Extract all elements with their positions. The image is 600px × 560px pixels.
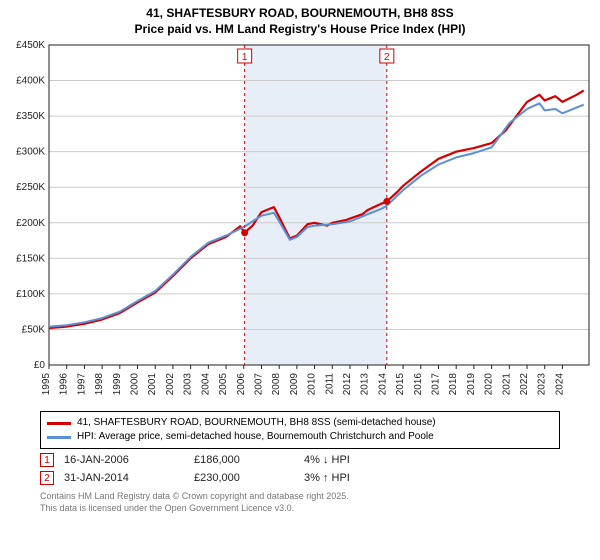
- chart-area: £0 £50K £100K £150K £200K £250K £300K £350K £400…: [5, 37, 595, 407]
- svg-text:2015: 2015: [395, 373, 406, 396]
- svg-text:2013: 2013: [360, 373, 371, 396]
- sale-badge: 1: [40, 453, 54, 467]
- svg-text:2007: 2007: [253, 373, 264, 396]
- footer-line-1: Contains HM Land Registry data © Crown c…: [40, 491, 560, 503]
- title-line-2: Price paid vs. HM Land Registry's House …: [0, 22, 600, 38]
- sale-row-2: 2 31-JAN-2014 £230,000 3% ↑ HPI: [40, 471, 560, 485]
- svg-text:2006: 2006: [236, 373, 247, 396]
- title-line-1: 41, SHAFTESBURY ROAD, BOURNEMOUTH, BH8 8…: [0, 6, 600, 22]
- svg-text:2020: 2020: [484, 373, 495, 396]
- svg-text:2009: 2009: [289, 373, 300, 396]
- svg-text:2012: 2012: [342, 373, 353, 396]
- svg-text:2003: 2003: [183, 373, 194, 396]
- legend-label: HPI: Average price, semi-detached house,…: [77, 430, 434, 444]
- footer-line-2: This data is licensed under the Open Gov…: [40, 503, 560, 515]
- svg-text:£150K: £150K: [16, 254, 45, 265]
- svg-text:£350K: £350K: [16, 111, 45, 122]
- legend: 41, SHAFTESBURY ROAD, BOURNEMOUTH, BH8 8…: [40, 411, 560, 449]
- legend-label: 41, SHAFTESBURY ROAD, BOURNEMOUTH, BH8 8…: [77, 416, 436, 430]
- svg-text:2017: 2017: [431, 373, 442, 396]
- svg-text:2014: 2014: [377, 373, 388, 396]
- svg-text:£100K: £100K: [16, 289, 45, 300]
- sale-date: 16-JAN-2006: [64, 454, 184, 466]
- sale-row-1: 1 16-JAN-2006 £186,000 4% ↓ HPI: [40, 453, 560, 467]
- svg-text:2008: 2008: [271, 373, 282, 396]
- svg-text:2016: 2016: [413, 373, 424, 396]
- legend-swatch: [47, 422, 71, 425]
- svg-text:2019: 2019: [466, 373, 477, 396]
- svg-text:£400K: £400K: [16, 76, 45, 87]
- sale-delta: 4% ↓ HPI: [304, 454, 424, 466]
- legend-swatch: [47, 436, 71, 439]
- svg-text:2004: 2004: [200, 373, 211, 396]
- svg-text:1995: 1995: [41, 373, 52, 396]
- svg-text:1: 1: [242, 52, 248, 63]
- svg-text:2: 2: [384, 52, 390, 63]
- svg-text:2021: 2021: [501, 373, 512, 396]
- sale-price: £186,000: [194, 454, 294, 466]
- svg-text:2018: 2018: [448, 373, 459, 396]
- svg-text:£200K: £200K: [16, 218, 45, 229]
- legend-item-price-paid: 41, SHAFTESBURY ROAD, BOURNEMOUTH, BH8 8…: [47, 416, 553, 430]
- svg-text:2024: 2024: [554, 373, 565, 396]
- sale-price: £230,000: [194, 472, 294, 484]
- svg-text:£300K: £300K: [16, 147, 45, 158]
- svg-text:1997: 1997: [76, 373, 87, 396]
- legend-item-hpi: HPI: Average price, semi-detached house,…: [47, 430, 553, 444]
- chart-title: 41, SHAFTESBURY ROAD, BOURNEMOUTH, BH8 8…: [0, 0, 600, 37]
- svg-text:£250K: £250K: [16, 182, 45, 193]
- svg-text:2005: 2005: [218, 373, 229, 396]
- svg-text:2010: 2010: [307, 373, 318, 396]
- svg-text:£450K: £450K: [16, 40, 45, 51]
- svg-text:£0: £0: [34, 360, 46, 371]
- svg-text:2023: 2023: [537, 373, 548, 396]
- sale-badge: 2: [40, 471, 54, 485]
- svg-text:2022: 2022: [519, 373, 530, 396]
- svg-text:2000: 2000: [130, 373, 141, 396]
- svg-text:1998: 1998: [94, 373, 105, 396]
- svg-text:1996: 1996: [59, 373, 70, 396]
- svg-text:2011: 2011: [324, 373, 335, 395]
- line-chart: £0 £50K £100K £150K £200K £250K £300K £350K £400…: [5, 37, 595, 407]
- footer: Contains HM Land Registry data © Crown c…: [40, 491, 560, 514]
- sale-delta: 3% ↑ HPI: [304, 472, 424, 484]
- svg-text:£50K: £50K: [22, 325, 46, 336]
- svg-text:2001: 2001: [147, 373, 158, 396]
- sale-date: 31-JAN-2014: [64, 472, 184, 484]
- svg-text:1999: 1999: [112, 373, 123, 396]
- svg-text:2002: 2002: [165, 373, 176, 396]
